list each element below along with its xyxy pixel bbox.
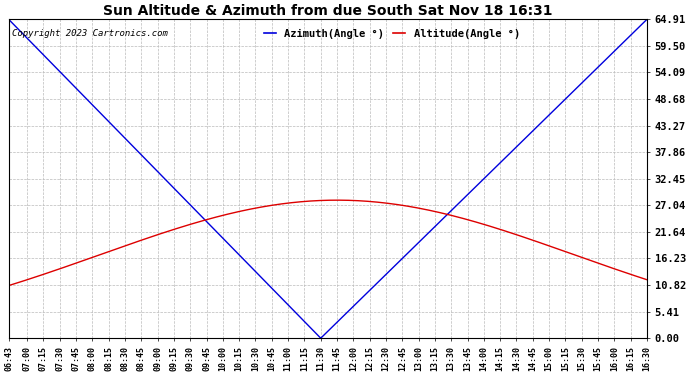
Title: Sun Altitude & Azimuth from due South Sat Nov 18 16:31: Sun Altitude & Azimuth from due South Sa…	[103, 4, 553, 18]
Legend: Azimuth(Angle °), Altitude(Angle °): Azimuth(Angle °), Altitude(Angle °)	[259, 24, 524, 43]
Text: Copyright 2023 Cartronics.com: Copyright 2023 Cartronics.com	[12, 29, 168, 38]
